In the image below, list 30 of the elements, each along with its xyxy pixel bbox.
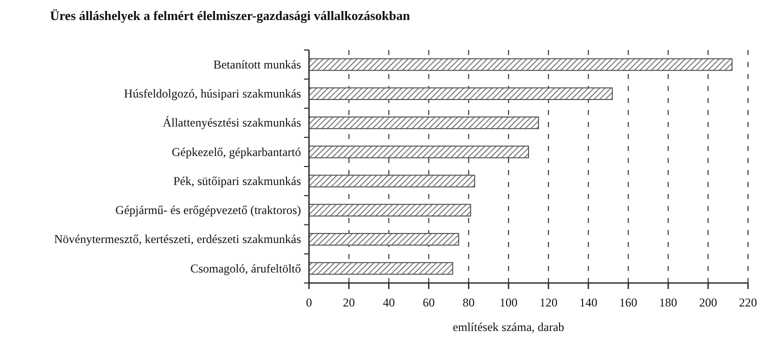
bar xyxy=(308,146,529,158)
bar xyxy=(308,116,539,130)
chart-title: Üres álláshelyek a felmért élelmiszer-gazdasági vállalkozásokban xyxy=(50,8,411,23)
y-tick-label: Csomagoló, árufeltöltő xyxy=(190,261,301,276)
y-tick-label: Növénytermesztő, kertészeti, erdészeti szakmunkás xyxy=(54,232,302,246)
x-tick-label: 200 xyxy=(699,295,718,310)
bar xyxy=(308,174,476,188)
y-tick-label: Betanított munkás xyxy=(213,57,302,72)
bar xyxy=(308,58,733,71)
x-tick-label: 120 xyxy=(539,295,558,310)
x-tick-label: 60 xyxy=(422,295,435,310)
x-tick-label: 220 xyxy=(739,295,757,310)
x-tick-label: 140 xyxy=(579,295,598,310)
x-tick-label: 180 xyxy=(659,295,678,310)
bar xyxy=(308,87,613,100)
x-tick-label: 0 xyxy=(306,295,312,310)
x-tick-label: 40 xyxy=(382,295,395,310)
y-tick-label: Gépkezelő, gépkarbantartó xyxy=(172,144,301,159)
bar xyxy=(308,204,472,217)
y-tick-label: Pék, sütőipari szakmunkás xyxy=(173,174,302,188)
x-tick-label: 160 xyxy=(619,295,638,310)
bar xyxy=(308,262,454,275)
bar xyxy=(308,232,460,246)
y-tick-label: Gépjármű- és erőgépvezető (traktoros) xyxy=(115,203,301,218)
y-tick-label: Állattenyésztési szakmunkás xyxy=(162,116,302,130)
x-axis-title: említések száma, darab xyxy=(452,320,564,334)
y-tick-label: Húsfeldolgozó, húsipari szakmunkás xyxy=(124,86,302,101)
x-tick-label: 100 xyxy=(500,295,518,310)
x-tick-label: 20 xyxy=(342,295,355,310)
x-tick-label: 80 xyxy=(462,295,475,310)
